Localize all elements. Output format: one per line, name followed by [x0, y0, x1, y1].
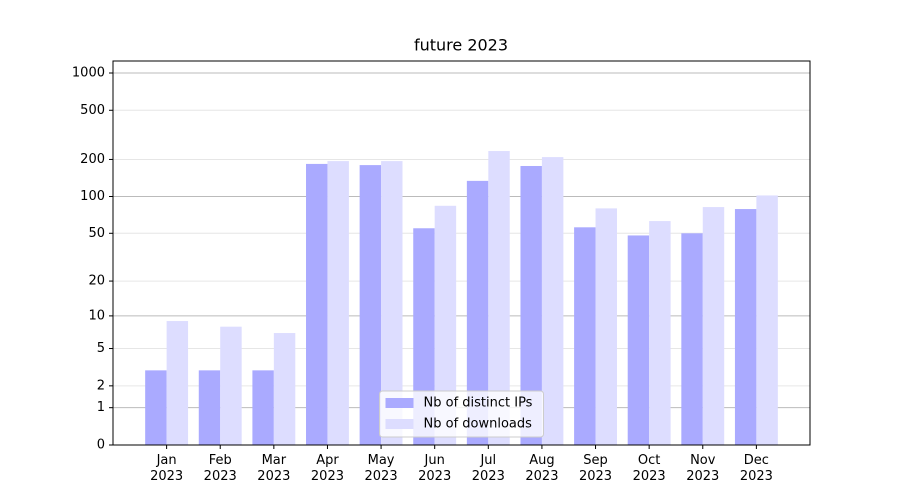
bar	[541, 157, 564, 445]
y-tick-label: 100	[80, 189, 105, 204]
y-tick-label: 50	[88, 226, 105, 241]
legend-swatch	[385, 398, 414, 408]
bar	[595, 208, 617, 445]
chart-title: future 2023	[414, 36, 508, 55]
bar	[574, 227, 596, 445]
y-tick-label: 1	[97, 400, 105, 415]
bar	[520, 165, 542, 445]
bar	[252, 370, 274, 445]
x-tick-label: Apr 2023	[310, 453, 344, 484]
y-tick-label: 1000	[72, 66, 105, 81]
bar	[627, 235, 650, 445]
x-tick-label: Mar 2023	[257, 453, 291, 484]
legend-box	[379, 390, 544, 438]
x-tick-label: Oct 2023	[632, 453, 666, 484]
x-tick-label: Jun 2023	[418, 453, 452, 484]
x-tick-label: Jan 2023	[150, 453, 184, 484]
bar	[327, 161, 349, 445]
x-tick-label: May 2023	[364, 453, 398, 484]
x-tick-label: Sep 2023	[578, 453, 613, 484]
bar	[273, 333, 296, 445]
bar	[359, 165, 382, 445]
x-tick-label: Aug 2023	[525, 453, 559, 484]
bar	[198, 370, 221, 445]
y-tick-label: 5	[97, 341, 105, 356]
plot-frame	[112, 60, 811, 446]
legend-label: Nb of distinct IPs	[424, 396, 533, 411]
legend-label: Nb of downloads	[424, 417, 533, 432]
bar	[488, 151, 510, 445]
bar	[702, 207, 725, 445]
y-tick-label: 200	[80, 152, 105, 167]
bar	[434, 205, 457, 445]
y-tick-label: 2	[97, 378, 105, 393]
y-tick-label: 500	[80, 103, 105, 118]
y-tick-label: 10	[88, 308, 105, 323]
bar	[734, 209, 757, 445]
x-tick-label: Feb 2023	[203, 453, 237, 484]
x-tick-label: Dec 2023	[739, 453, 773, 484]
bar	[145, 370, 167, 445]
bar	[466, 180, 489, 445]
bar	[306, 163, 328, 445]
bar	[166, 321, 189, 445]
bar	[649, 221, 671, 445]
y-tick-label: 20	[88, 274, 105, 289]
legend-swatch	[385, 419, 414, 429]
bar	[381, 161, 403, 445]
bar	[220, 326, 242, 445]
x-tick-label: Jul 2023	[471, 453, 505, 484]
y-tick-label: 0	[97, 438, 105, 453]
bar	[756, 195, 778, 445]
x-tick-label: Nov 2023	[686, 453, 720, 484]
bar	[681, 233, 703, 445]
